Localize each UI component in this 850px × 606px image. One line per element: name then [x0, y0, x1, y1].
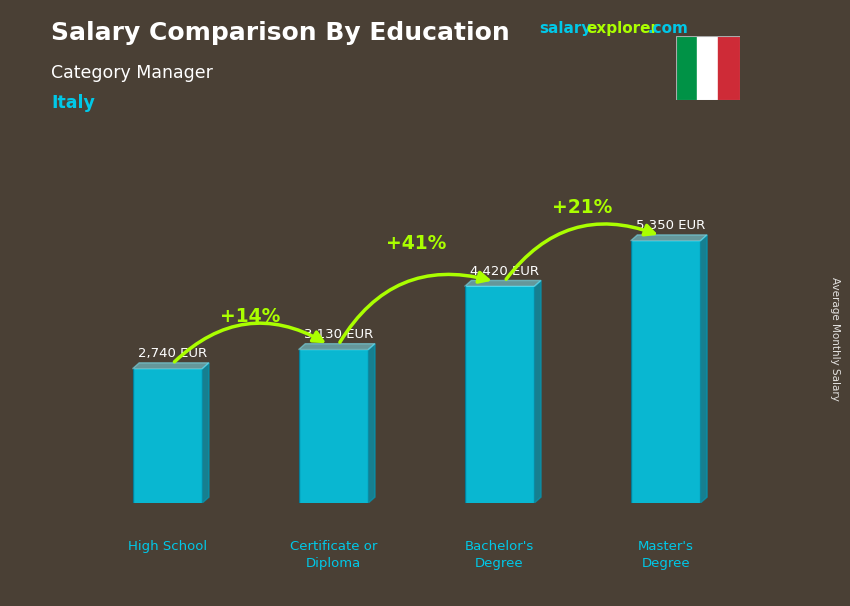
Text: 5,350 EUR: 5,350 EUR: [636, 219, 705, 232]
Text: Certificate or
Diploma: Certificate or Diploma: [290, 540, 377, 570]
Text: +14%: +14%: [220, 307, 280, 326]
Bar: [676, 36, 697, 100]
Text: Category Manager: Category Manager: [51, 64, 212, 82]
Text: 2,740 EUR: 2,740 EUR: [138, 347, 207, 360]
Polygon shape: [631, 235, 707, 241]
Text: Bachelor's
Degree: Bachelor's Degree: [465, 540, 534, 570]
Text: Master's
Degree: Master's Degree: [638, 540, 694, 570]
FancyBboxPatch shape: [298, 350, 368, 503]
FancyBboxPatch shape: [631, 241, 700, 503]
Text: .com: .com: [648, 21, 689, 36]
Polygon shape: [700, 235, 707, 503]
Text: High School: High School: [128, 540, 207, 553]
Bar: [718, 36, 740, 100]
FancyBboxPatch shape: [465, 286, 535, 503]
Polygon shape: [535, 281, 541, 503]
Text: +41%: +41%: [386, 234, 447, 253]
Text: 3,130 EUR: 3,130 EUR: [303, 328, 373, 341]
Bar: [697, 36, 718, 100]
Text: Salary Comparison By Education: Salary Comparison By Education: [51, 21, 510, 45]
Text: 4,420 EUR: 4,420 EUR: [470, 264, 539, 278]
Text: Average Monthly Salary: Average Monthly Salary: [830, 278, 840, 401]
Text: salary: salary: [540, 21, 592, 36]
Polygon shape: [133, 363, 209, 368]
Text: +21%: +21%: [552, 198, 613, 217]
Polygon shape: [298, 344, 375, 350]
Polygon shape: [368, 344, 375, 503]
Text: explorer: explorer: [586, 21, 659, 36]
FancyBboxPatch shape: [133, 368, 202, 503]
Polygon shape: [202, 363, 209, 503]
Polygon shape: [465, 281, 541, 286]
Text: Italy: Italy: [51, 94, 95, 112]
